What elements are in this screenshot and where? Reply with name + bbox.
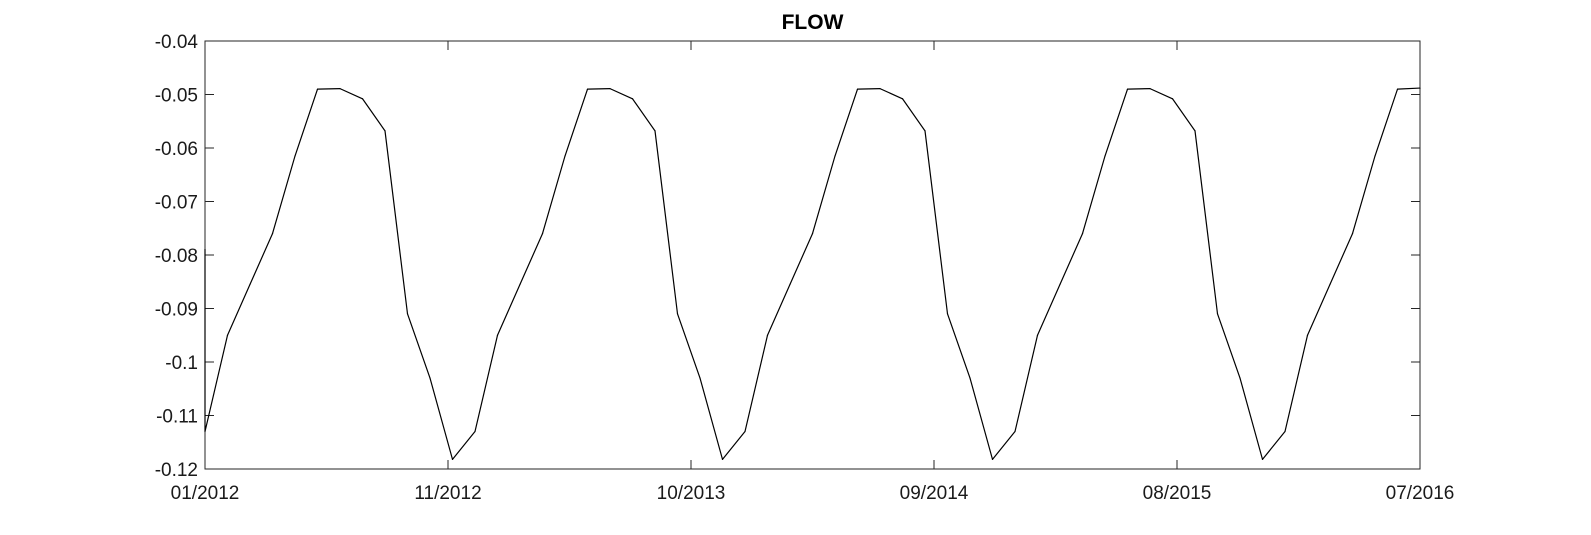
data-point	[1171, 98, 1174, 100]
data-point	[1419, 87, 1421, 89]
data-point	[721, 458, 724, 460]
y-tick-label: -0.12	[155, 460, 198, 481]
data-point	[901, 98, 904, 100]
x-tick-label: 07/2016	[1386, 483, 1455, 504]
data-point	[676, 313, 679, 315]
data-point	[1036, 334, 1039, 336]
series-layer	[204, 87, 1421, 460]
data-point	[586, 88, 589, 90]
x-tick-label: 10/2013	[657, 483, 726, 504]
data-point	[1306, 334, 1309, 336]
data-point	[1374, 155, 1376, 157]
y-tick-label: -0.09	[155, 300, 198, 321]
data-point	[451, 458, 454, 460]
y-tick-label: -0.08	[155, 246, 198, 267]
data-point	[1329, 283, 1331, 286]
data-point	[519, 283, 521, 286]
data-point	[969, 377, 971, 379]
data-point	[406, 313, 409, 315]
data-point	[654, 130, 656, 132]
y-tick-label: -0.1	[165, 353, 198, 374]
y-tick-label: -0.06	[155, 139, 198, 160]
data-point	[1351, 233, 1354, 235]
series-line	[204, 87, 1421, 460]
data-point	[474, 430, 476, 433]
data-point	[1014, 430, 1016, 433]
data-point	[339, 88, 341, 90]
data-point	[1284, 430, 1286, 433]
data-point	[496, 334, 499, 336]
data-point	[924, 130, 926, 132]
plot-frame	[204, 40, 1421, 470]
x-tick-label: 01/2012	[171, 483, 240, 504]
data-point	[1149, 88, 1151, 90]
y-tick-label: -0.07	[155, 193, 198, 214]
data-point	[1396, 88, 1399, 90]
data-point	[361, 98, 364, 100]
data-point	[789, 283, 791, 286]
data-point	[991, 458, 994, 460]
data-point	[1126, 88, 1129, 90]
data-point	[1059, 283, 1061, 286]
data-point	[631, 98, 634, 100]
y-tick-label: -0.04	[155, 32, 199, 53]
data-point	[294, 155, 296, 157]
y-tick-label: -0.05	[155, 86, 198, 107]
data-point	[429, 377, 431, 379]
x-tick-label: 08/2015	[1143, 483, 1212, 504]
data-point	[249, 283, 251, 286]
data-point	[316, 88, 319, 90]
data-point	[541, 233, 544, 235]
data-point	[204, 430, 206, 433]
data-point	[1104, 155, 1106, 157]
data-point	[1239, 377, 1241, 379]
data-point	[811, 233, 814, 235]
x-tick-label: 11/2012	[414, 483, 481, 504]
axes: -0.04 -0.05 -0.06 -0.07 -0.08 -0.09 -0.1 -0.11 -…	[155, 32, 1455, 504]
data-point	[834, 155, 836, 157]
data-point	[609, 88, 611, 90]
data-point	[744, 430, 746, 433]
data-point	[1261, 458, 1264, 460]
data-point	[856, 88, 859, 90]
data-point	[384, 130, 386, 132]
data-point	[564, 155, 566, 157]
data-point	[1081, 233, 1084, 235]
data-point	[204, 249, 206, 251]
data-point	[271, 233, 274, 235]
data-point	[1194, 130, 1196, 132]
data-point	[1216, 313, 1219, 315]
y-tick-label: -0.11	[156, 407, 198, 428]
data-point	[699, 377, 701, 379]
data-point	[879, 88, 881, 90]
x-tick-label: 09/2014	[900, 483, 969, 504]
data-point	[946, 313, 949, 315]
chart-title: FLOW	[782, 11, 844, 34]
data-point	[766, 334, 769, 336]
data-point	[226, 334, 229, 336]
